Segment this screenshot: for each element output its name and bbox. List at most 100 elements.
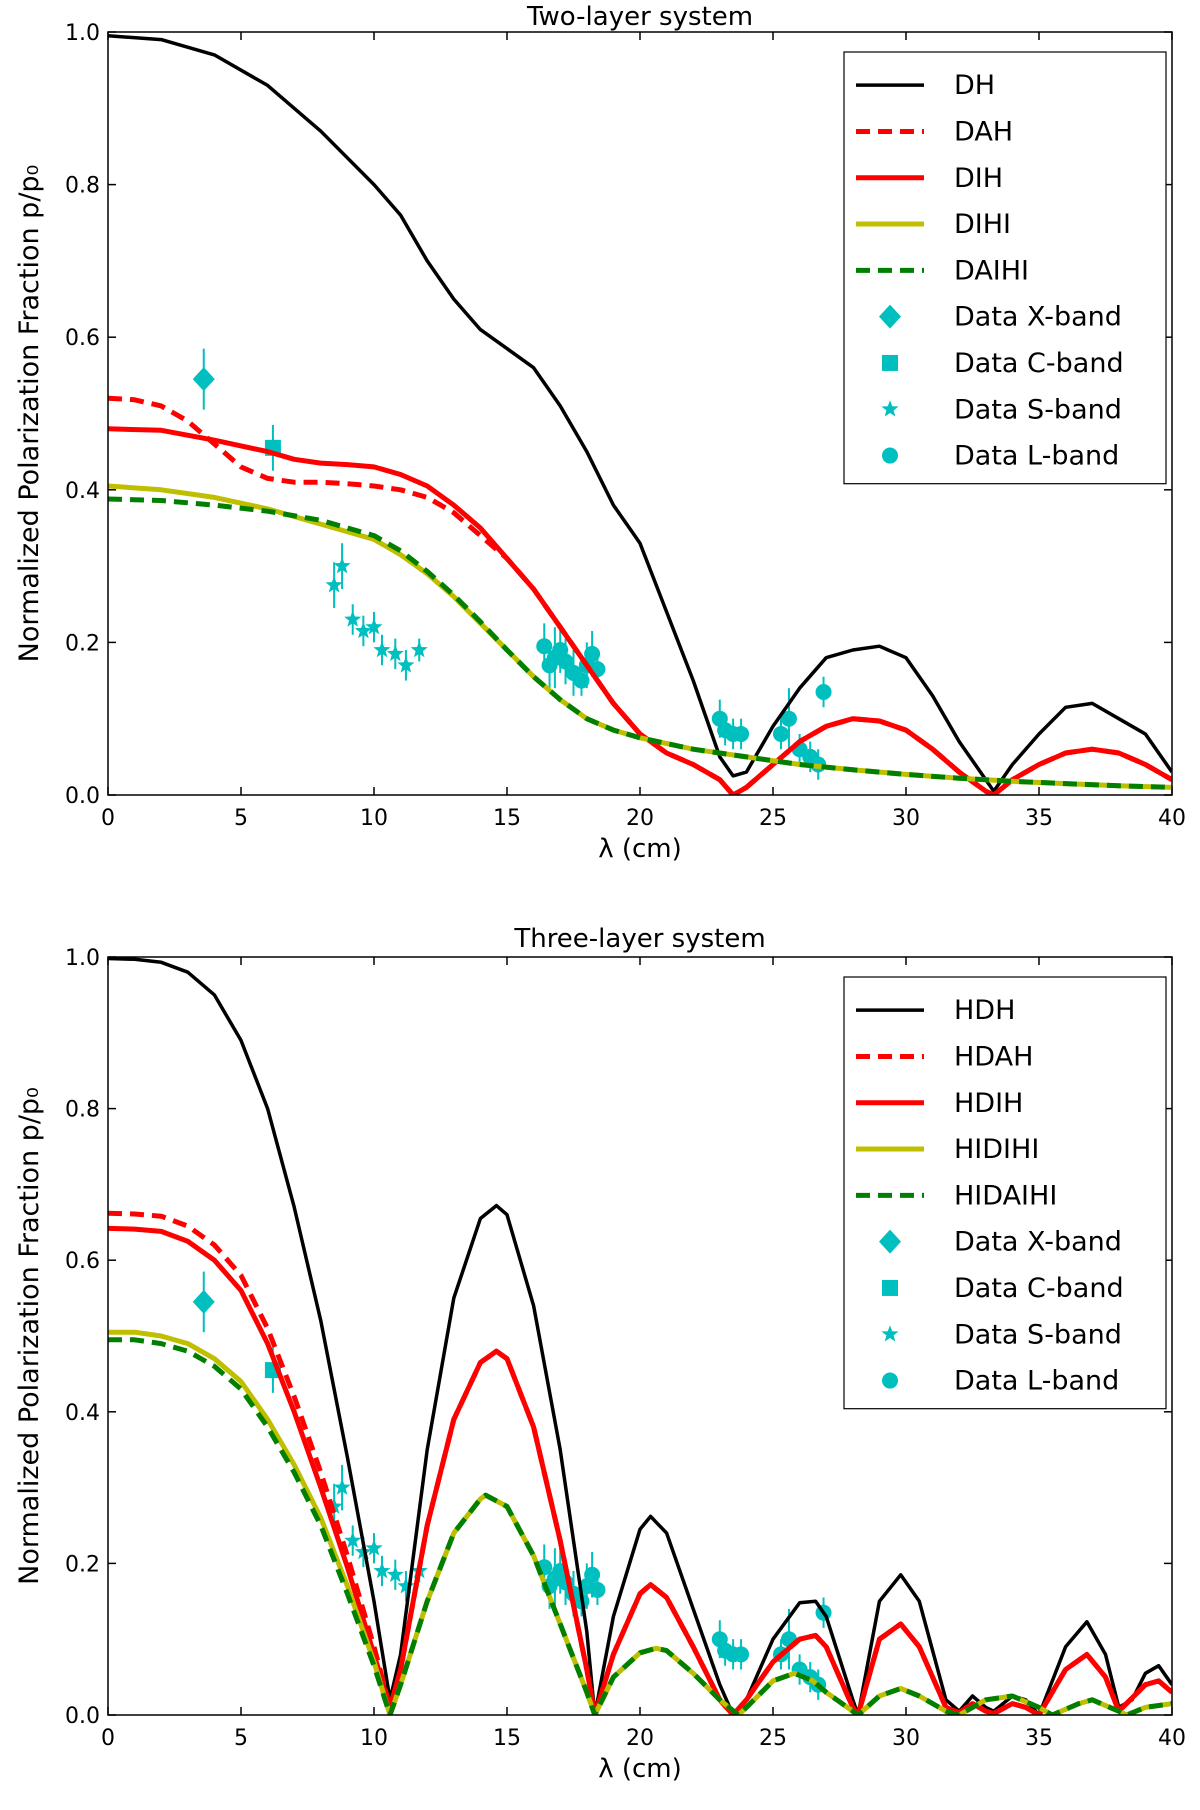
data-point bbox=[557, 653, 574, 670]
y-tick-label: 0.2 bbox=[65, 1552, 100, 1577]
data-point bbox=[373, 641, 391, 658]
series-line bbox=[108, 1225, 1172, 1715]
y-tick-label: 0.8 bbox=[65, 1098, 100, 1123]
legend-label: Data S-band bbox=[954, 1319, 1122, 1350]
data-series bbox=[192, 348, 215, 410]
legend-swatch bbox=[881, 1325, 899, 1342]
legend-item: HDAH bbox=[856, 1041, 1033, 1072]
x-tick-label: 0 bbox=[101, 806, 115, 831]
x-tick-label: 30 bbox=[892, 806, 920, 831]
y-tick-label: 0.4 bbox=[65, 479, 100, 504]
data-point bbox=[365, 618, 383, 635]
data-point bbox=[815, 683, 832, 700]
data-point bbox=[589, 1581, 606, 1598]
data-point bbox=[192, 367, 215, 392]
legend: DH DAH DIH DIHI DAIHI Data X-band Data C-band D… bbox=[843, 51, 1167, 485]
data-point bbox=[733, 725, 750, 742]
legend-label: Data X-band bbox=[954, 1227, 1122, 1258]
legend-swatch bbox=[879, 304, 901, 329]
data-point bbox=[373, 1562, 391, 1579]
series-line bbox=[108, 395, 1172, 795]
data-point bbox=[386, 1565, 404, 1583]
legend-item: HIDAIHI bbox=[856, 1180, 1057, 1211]
y-tick-label: 0.4 bbox=[65, 1401, 100, 1426]
legend-label: Data S-band bbox=[954, 394, 1122, 425]
x-tick-label: 25 bbox=[759, 1726, 787, 1751]
x-axis-label: λ (cm) bbox=[598, 834, 682, 864]
y-tick-label: 0.0 bbox=[65, 1704, 100, 1729]
x-tick-label: 5 bbox=[234, 1726, 248, 1751]
data-point bbox=[344, 1531, 362, 1548]
x-tick-label: 10 bbox=[360, 1726, 388, 1751]
legend-label: HDH bbox=[954, 995, 1015, 1026]
legend-item: Data X-band bbox=[879, 302, 1122, 333]
legend-label: DH bbox=[954, 70, 995, 101]
series-line bbox=[108, 496, 1172, 790]
data-point bbox=[410, 641, 428, 658]
data-point bbox=[573, 672, 590, 689]
axes: 0 5 10 15 20 25 30 35 40 0.0 0.2 0.4 0.6 0.8 1.0 bbox=[65, 21, 1186, 831]
x-tick-label: 5 bbox=[234, 806, 248, 831]
two-layer-panel: Two-layer system 0 5 10 15 20 25 30 35 40 0.0 0.2 0.… bbox=[14, 2, 1186, 864]
legend-item: HIDIHI bbox=[856, 1134, 1039, 1165]
legend-item: Data S-band bbox=[881, 1319, 1122, 1350]
legend-item: Data X-band bbox=[879, 1227, 1122, 1258]
legend-item: Data L-band bbox=[882, 441, 1119, 472]
legend-label: Data C-band bbox=[954, 348, 1124, 379]
legend-label: HDIH bbox=[954, 1088, 1023, 1119]
legend-item: DAIHI bbox=[856, 255, 1029, 286]
x-tick-label: 20 bbox=[626, 806, 654, 831]
legend-label: HIDIHI bbox=[954, 1134, 1039, 1165]
data-point bbox=[397, 656, 415, 673]
data-point bbox=[365, 1539, 383, 1556]
legend: HDH HDAH HDIH HIDIHI HIDAIHI Data X-band Data … bbox=[843, 976, 1167, 1410]
model-lines bbox=[108, 957, 1172, 1715]
x-tick-label: 35 bbox=[1025, 806, 1053, 831]
legend-swatch bbox=[881, 400, 899, 417]
y-axis-label: Normalized Polarization Fraction p/p₀ bbox=[14, 165, 45, 663]
data-series bbox=[192, 1271, 215, 1333]
series-line bbox=[108, 1337, 1172, 1715]
y-tick-label: 0.8 bbox=[65, 174, 100, 199]
data-point bbox=[397, 1577, 415, 1594]
data-point bbox=[733, 1646, 750, 1663]
legend-label: DAH bbox=[954, 116, 1013, 147]
data-point bbox=[192, 1289, 215, 1314]
data-point bbox=[354, 622, 372, 639]
plot-frame bbox=[107, 956, 1173, 1716]
legend-label: Data L-band bbox=[954, 441, 1119, 472]
legend-label: DIHI bbox=[954, 209, 1011, 240]
legend-label: DIH bbox=[954, 163, 1003, 194]
legend-swatch bbox=[882, 1372, 898, 1389]
data-point bbox=[333, 1478, 351, 1495]
data-point bbox=[325, 1497, 343, 1514]
x-tick-label: 25 bbox=[759, 806, 787, 831]
legend-label: HIDAIHI bbox=[954, 1180, 1057, 1211]
x-tick-label: 10 bbox=[360, 806, 388, 831]
series-line bbox=[108, 426, 1172, 795]
y-tick-label: 1.0 bbox=[65, 21, 100, 46]
legend-item: Data S-band bbox=[881, 394, 1122, 425]
data-point bbox=[386, 644, 404, 662]
x-tick-label: 35 bbox=[1025, 1726, 1053, 1751]
legend-item: DH bbox=[856, 70, 995, 101]
y-tick-label: 0.6 bbox=[65, 326, 100, 351]
y-tick-label: 1.0 bbox=[65, 946, 100, 971]
three-layer-panel: Three-layer system 0 5 10 15 20 25 30 35 40 0.0 0.2… bbox=[14, 924, 1186, 1784]
y-axis-label: Normalized Polarization Fraction p/p₀ bbox=[14, 1087, 45, 1585]
legend-label: Data L-band bbox=[954, 1366, 1119, 1397]
x-tick-label: 40 bbox=[1158, 806, 1186, 831]
legend-item: Data C-band bbox=[882, 348, 1124, 379]
legend-item: Data C-band bbox=[882, 1273, 1124, 1304]
legend-box bbox=[843, 51, 1167, 485]
data-point bbox=[584, 645, 601, 662]
chart-title: Two-layer system bbox=[526, 2, 753, 32]
legend-box bbox=[843, 976, 1167, 1410]
legend-item: DIHI bbox=[856, 209, 1011, 240]
legend-swatch bbox=[879, 1229, 901, 1254]
data-point bbox=[325, 576, 343, 593]
x-tick-label: 0 bbox=[101, 1726, 115, 1751]
plot-frame bbox=[107, 31, 1173, 796]
x-tick-label: 15 bbox=[493, 806, 521, 831]
series-line bbox=[108, 34, 1172, 793]
